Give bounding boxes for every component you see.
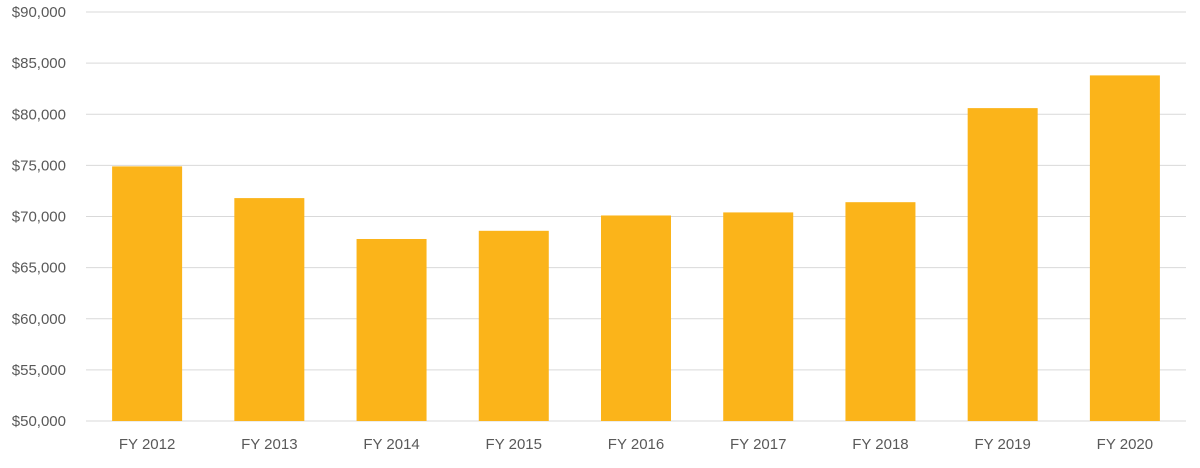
x-tick-label: FY 2012: [119, 436, 175, 453]
x-tick-label: FY 2014: [363, 436, 419, 453]
y-tick-label: $85,000: [12, 55, 66, 72]
y-tick-label: $90,000: [12, 4, 66, 21]
bar: [112, 166, 183, 421]
x-tick-label: FY 2013: [241, 436, 297, 453]
bar: [234, 198, 305, 421]
bar: [601, 215, 671, 421]
bar: [356, 238, 427, 421]
y-tick-label: $55,000: [12, 362, 66, 379]
y-tick-label: $65,000: [12, 260, 66, 277]
y-tick-label: $50,000: [12, 413, 66, 430]
x-tick-label: FY 2017: [730, 436, 786, 453]
y-tick-label: $80,000: [12, 106, 66, 123]
bars: [112, 75, 1160, 422]
x-tick-label: FY 2020: [1097, 436, 1153, 453]
x-tick-label: FY 2015: [486, 436, 542, 453]
y-axis-ticks: $50,000 $55,000 $60,000 $65,000 $70,000 $75,0…: [12, 4, 66, 430]
x-tick-label: FY 2019: [974, 436, 1030, 453]
bar: [967, 108, 1038, 422]
bar: [845, 202, 916, 421]
y-tick-label: $60,000: [12, 311, 66, 328]
x-tick-label: FY 2016: [608, 436, 664, 453]
bar: [1089, 75, 1160, 422]
y-tick-label: $75,000: [12, 157, 66, 174]
bar: [478, 230, 549, 421]
y-tick-label: $70,000: [12, 209, 66, 226]
x-axis-ticks: FY 2012 FY 2013 FY 2014 FY 2015 FY 2016 FY 20…: [119, 436, 1153, 453]
bar: [723, 212, 794, 421]
x-tick-label: FY 2018: [852, 436, 908, 453]
